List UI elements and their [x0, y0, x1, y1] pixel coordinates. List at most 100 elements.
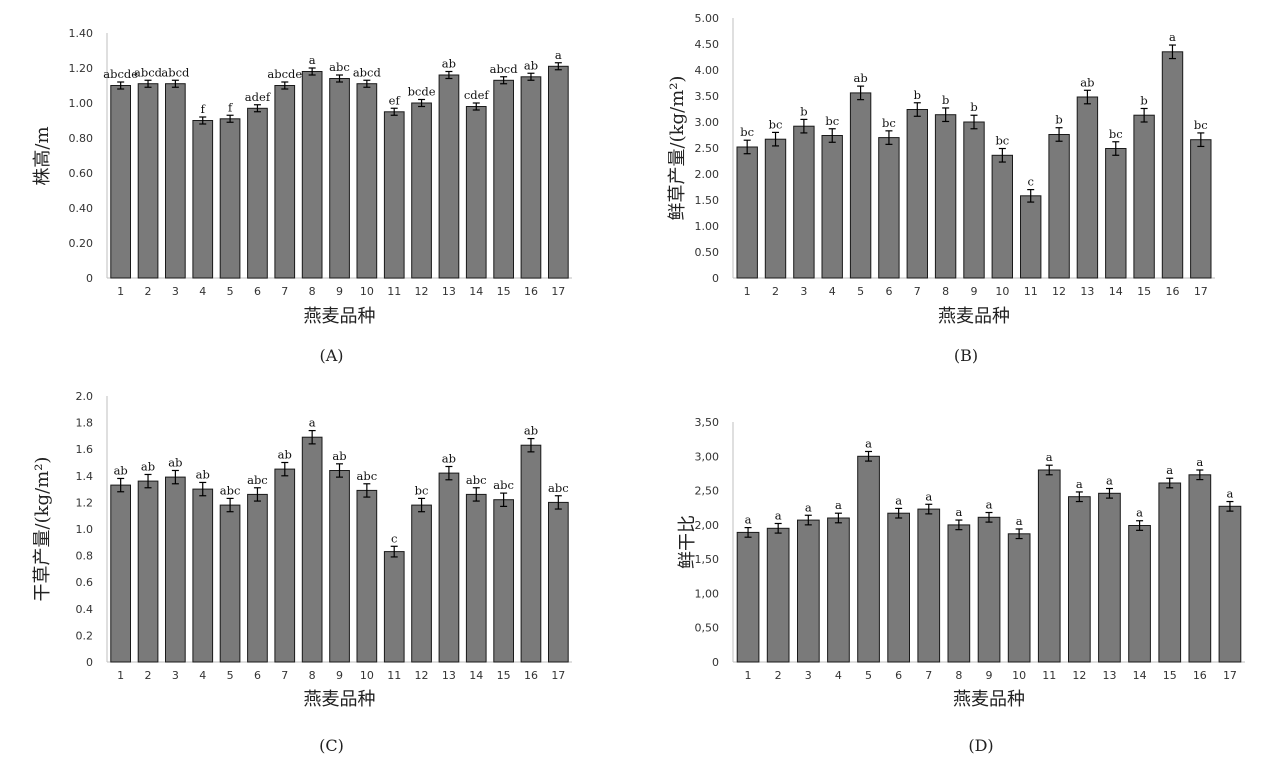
bar-14 — [1128, 525, 1151, 663]
x-tick-label: 15 — [497, 285, 511, 298]
y-tick-label: 2,50 — [695, 485, 720, 498]
bar-6 — [247, 107, 268, 279]
y-tick-label: 0.40 — [69, 202, 94, 215]
significance-label: cdef — [464, 88, 490, 102]
bar-12 — [1068, 496, 1091, 663]
y-tick-label: 1,50 — [695, 553, 720, 566]
y-tick-label: 1.20 — [69, 62, 94, 75]
y-tick-label: 4.50 — [695, 38, 720, 51]
bar-17 — [548, 501, 569, 663]
x-tick-label: 7 — [925, 669, 932, 682]
x-tick-label: 6 — [885, 285, 892, 298]
significance-label: a — [775, 508, 782, 522]
bar-11 — [383, 111, 405, 279]
bar-7 — [917, 508, 941, 663]
x-tick-label: 16 — [524, 669, 538, 682]
y-tick-label: 0.60 — [69, 167, 94, 180]
significance-label: ab — [114, 463, 128, 477]
x-tick-label: 10 — [995, 285, 1009, 298]
significance-label: abc — [329, 60, 350, 74]
x-axis-title: 燕麦品种 — [953, 689, 1025, 710]
x-tick-label: 4 — [829, 285, 836, 298]
x-tick-label: 3 — [172, 669, 179, 682]
x-tick-label: 1 — [117, 669, 124, 682]
bar-2 — [766, 527, 790, 663]
x-tick-label: 14 — [469, 285, 483, 298]
bar-15 — [493, 79, 514, 279]
y-tick-label: 1.00 — [69, 97, 94, 110]
bar-14 — [465, 106, 487, 279]
significance-label: a — [745, 513, 752, 527]
bar-8 — [934, 114, 957, 279]
bar-3 — [793, 125, 815, 279]
x-tick-label: 11 — [1042, 669, 1056, 682]
x-tick-label: 6 — [895, 669, 902, 682]
significance-label: bcde — [408, 85, 436, 99]
x-tick-label: 11 — [1024, 285, 1038, 298]
bar-3 — [797, 519, 820, 663]
bar-8 — [947, 524, 971, 663]
y-axis-title: 鲜草产量/(kg/m²) — [667, 76, 688, 221]
x-tick-label: 17 — [1223, 669, 1237, 682]
y-tick-label: 0 — [86, 656, 93, 669]
significance-label: abc — [220, 483, 241, 497]
y-tick-label: 3,50 — [695, 416, 720, 429]
x-tick-label: 2 — [772, 285, 779, 298]
significance-label: abcde — [103, 67, 138, 81]
significance-label: a — [955, 505, 962, 519]
x-tick-label: 17 — [1194, 285, 1208, 298]
significance-label: a — [1136, 506, 1143, 520]
x-tick-label: 4 — [835, 669, 842, 682]
y-tick-label: 0.4 — [76, 603, 94, 616]
x-tick-label: 1 — [117, 285, 124, 298]
y-tick-label: 0.80 — [69, 132, 94, 145]
x-tick-label: 14 — [469, 669, 483, 682]
significance-label: b — [1055, 113, 1062, 127]
y-axis-title: 干草产量/(kg/m²) — [32, 457, 53, 602]
significance-label: a — [1227, 487, 1234, 501]
significance-label: ab — [278, 448, 292, 462]
y-tick-label: 1.2 — [76, 496, 94, 509]
x-tick-label: 13 — [442, 669, 456, 682]
bar-7 — [274, 468, 296, 663]
x-axis-title: 燕麦品种 — [304, 306, 376, 327]
significance-label: b — [1140, 93, 1147, 107]
bar-7 — [906, 109, 928, 279]
panel-caption: (A) — [319, 346, 343, 365]
significance-label: f — [228, 100, 233, 114]
significance-label: abc — [493, 478, 514, 492]
panel-caption: (D) — [968, 736, 993, 755]
x-tick-label: 16 — [1165, 285, 1179, 298]
bar-13 — [1076, 96, 1099, 279]
bar-17 — [1218, 505, 1242, 663]
x-axis-title: 燕麦品种 — [938, 306, 1010, 327]
x-tick-label: 15 — [1137, 285, 1151, 298]
y-tick-label: 2.50 — [695, 142, 720, 155]
bar-11 — [383, 551, 405, 663]
panel-caption: (C) — [319, 736, 344, 755]
bar-15 — [493, 499, 514, 663]
x-tick-label: 6 — [254, 669, 261, 682]
y-tick-label: 0.2 — [76, 629, 94, 642]
bar-9 — [329, 78, 350, 279]
bar-1 — [110, 484, 132, 663]
x-tick-label: 16 — [1193, 669, 1207, 682]
significance-label: a — [1076, 477, 1083, 491]
x-tick-label: 5 — [227, 285, 234, 298]
bar-9 — [963, 121, 985, 279]
significance-label: c — [1027, 175, 1033, 189]
y-tick-label: 3.50 — [695, 90, 720, 103]
bar-16 — [520, 76, 542, 279]
x-tick-label: 14 — [1133, 669, 1147, 682]
significance-label: abc — [466, 473, 487, 487]
x-tick-label: 8 — [309, 669, 316, 682]
bar-15 — [1158, 482, 1182, 663]
x-tick-label: 12 — [415, 669, 429, 682]
significance-label: a — [835, 498, 842, 512]
bar-9 — [329, 470, 350, 663]
bar-4 — [827, 517, 850, 663]
x-tick-label: 6 — [254, 285, 261, 298]
significance-label: abcd — [353, 65, 382, 79]
significance-label: ab — [524, 424, 538, 438]
